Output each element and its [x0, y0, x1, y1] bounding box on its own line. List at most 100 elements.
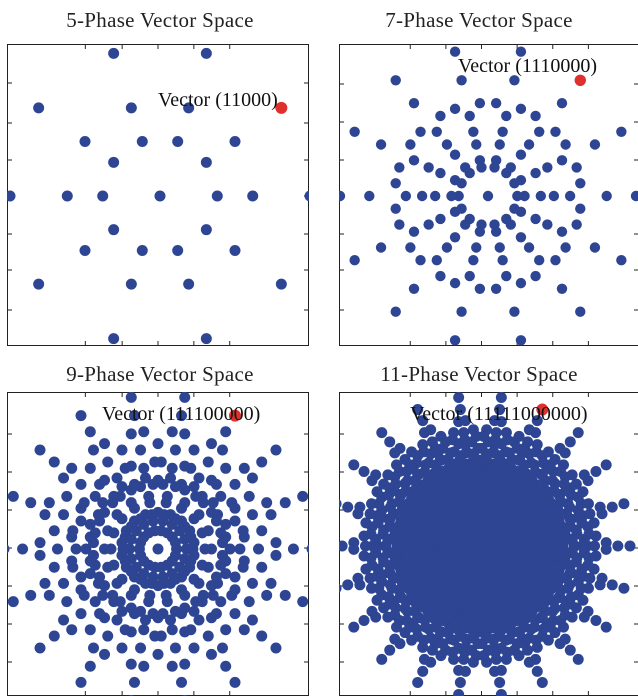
- vector-point: [7, 490, 19, 502]
- vector-point: [138, 426, 150, 438]
- vector-point: [297, 490, 309, 502]
- vector-point: [67, 525, 79, 537]
- vector-point: [75, 571, 87, 583]
- vector-point: [501, 167, 512, 179]
- vector-point: [590, 550, 602, 562]
- vector-point: [48, 561, 60, 573]
- vector-point: [39, 509, 51, 521]
- vector-point: [459, 665, 471, 677]
- vector-point: [66, 462, 78, 474]
- vector-point: [577, 594, 589, 606]
- vector-point: [453, 190, 464, 202]
- vector-point: [435, 167, 446, 179]
- vector-point: [391, 459, 403, 471]
- vector-point: [166, 426, 178, 438]
- vector-point: [564, 436, 576, 448]
- vector-point: [229, 676, 241, 688]
- vector-point: [102, 630, 114, 642]
- vector-point: [373, 498, 385, 510]
- vector-point: [157, 608, 169, 620]
- vector-point: [270, 444, 282, 456]
- vector-point: [138, 518, 150, 530]
- vector-point: [84, 462, 96, 474]
- vector-point: [238, 462, 250, 474]
- vector-point: [556, 283, 568, 294]
- vector-point: [66, 555, 78, 567]
- vector-point: [354, 501, 366, 513]
- vector-point: [139, 614, 151, 626]
- vector-point: [446, 190, 457, 202]
- vector-point: [229, 478, 241, 490]
- vector-point: [412, 611, 424, 623]
- vector-point: [200, 156, 212, 168]
- vector-point: [494, 676, 506, 688]
- vector-point: [58, 614, 70, 626]
- vector-point: [339, 583, 342, 593]
- vector-point: [596, 572, 608, 584]
- vector-point: [94, 571, 106, 583]
- vector-point: [207, 497, 219, 509]
- vector-point: [179, 533, 191, 545]
- vector-point: [495, 392, 507, 404]
- vector-point: [378, 478, 390, 490]
- vector-point: [494, 139, 505, 150]
- vector-point: [501, 213, 512, 225]
- vector-point: [92, 509, 104, 521]
- vector-point: [495, 688, 507, 696]
- vector-point: [160, 497, 172, 509]
- vector-point: [339, 540, 348, 552]
- vector-point: [166, 462, 178, 474]
- vector-point: [588, 517, 600, 529]
- vector-point: [456, 178, 467, 189]
- vector-point: [474, 155, 486, 166]
- vector-point: [543, 560, 555, 572]
- vector-point: [490, 98, 502, 109]
- vector-point: [116, 642, 128, 654]
- vector-point: [79, 136, 91, 148]
- vector-point: [200, 224, 212, 236]
- vector-point: [515, 277, 527, 289]
- vector-point: [339, 499, 342, 509]
- vector-point: [75, 515, 87, 527]
- vector-point: [157, 571, 169, 583]
- vector-point: [542, 219, 553, 230]
- vector-point: [513, 650, 525, 662]
- vector-point: [417, 665, 429, 677]
- vector-point: [606, 579, 618, 591]
- vector-point: [349, 255, 360, 266]
- vector-point: [575, 178, 586, 189]
- vector-point: [509, 75, 520, 86]
- vector-point: [33, 102, 45, 114]
- vector-point: [426, 520, 438, 532]
- vector-point: [75, 478, 87, 490]
- vector-point: [523, 139, 535, 150]
- vector-point: [379, 540, 391, 552]
- vector-point: [78, 589, 90, 601]
- vector-point: [624, 540, 636, 552]
- vector-point: [187, 543, 199, 555]
- vector-point: [97, 497, 109, 509]
- vector-point: [384, 501, 396, 513]
- vector-point: [472, 442, 484, 454]
- vector-point: [172, 136, 184, 148]
- vector-point: [211, 190, 223, 202]
- vector-point: [497, 255, 508, 266]
- vector-point: [352, 572, 364, 584]
- vector-point: [155, 630, 167, 642]
- vector-point: [130, 561, 142, 573]
- vector-point: [390, 203, 401, 214]
- vector-point: [229, 515, 241, 527]
- vector-point: [138, 462, 150, 474]
- vector-point: [501, 110, 512, 122]
- vector-point: [519, 190, 530, 202]
- vector-point: [531, 439, 543, 451]
- vector-point: [89, 596, 101, 608]
- vector-point: [116, 605, 128, 617]
- vector-point: [495, 416, 507, 428]
- vector-point: [144, 589, 156, 601]
- vector-point: [169, 642, 181, 654]
- vector-point: [578, 611, 590, 623]
- vector-point: [394, 442, 406, 454]
- vector-point: [155, 561, 167, 573]
- vector-point: [139, 472, 151, 484]
